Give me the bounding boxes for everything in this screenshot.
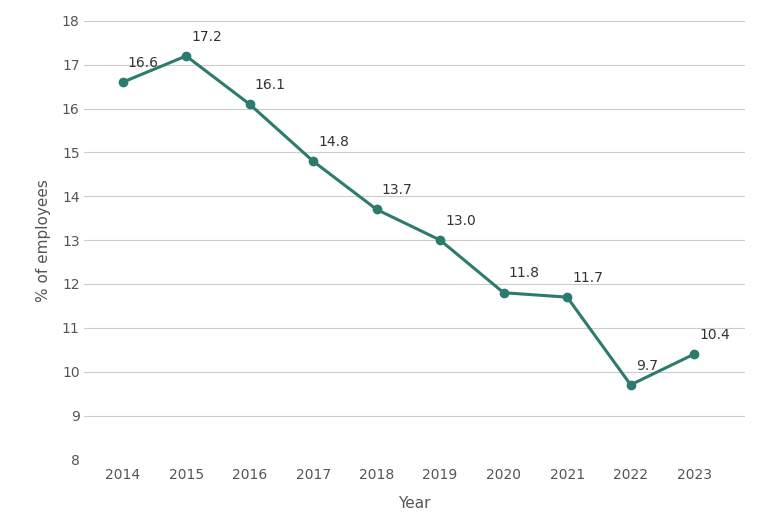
Text: 10.4: 10.4: [699, 328, 730, 342]
Text: 17.2: 17.2: [191, 30, 222, 44]
Text: 16.6: 16.6: [127, 56, 159, 70]
Text: 11.8: 11.8: [508, 266, 540, 280]
Text: 14.8: 14.8: [318, 135, 349, 149]
Text: 13.0: 13.0: [445, 214, 476, 228]
Y-axis label: % of employees: % of employees: [36, 179, 51, 302]
Text: 16.1: 16.1: [255, 78, 286, 92]
Text: 9.7: 9.7: [636, 359, 657, 373]
Text: 11.7: 11.7: [572, 271, 603, 285]
Text: 13.7: 13.7: [382, 183, 412, 197]
X-axis label: Year: Year: [399, 495, 431, 511]
